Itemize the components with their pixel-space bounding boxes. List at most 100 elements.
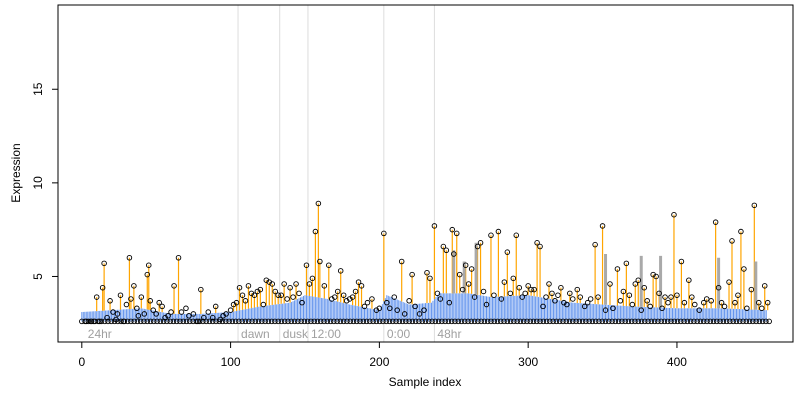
baseline-point [98,318,105,325]
baseline-point [281,318,288,325]
baseline-point [209,318,216,325]
baseline-point [455,318,461,325]
baseline-point [596,318,602,325]
data-point [90,318,97,325]
baseline-point [573,318,579,325]
baseline-point [85,318,92,325]
data-point [459,286,466,293]
baseline-point [527,318,533,325]
data-point [617,298,624,304]
highlight-bars [452,242,758,310]
data-point [674,292,680,298]
baseline-point [700,318,707,325]
data-point [513,232,520,239]
baseline-point [697,318,704,325]
baseline-point [494,318,501,325]
baseline-point [223,318,229,325]
data-point [696,307,703,313]
baseline-point [295,318,301,325]
data-point [744,305,750,312]
baseline-point [131,318,137,325]
data-point [178,309,185,315]
data-point [101,260,107,267]
baseline-point [710,318,717,325]
data-point [321,283,328,289]
data-point [602,307,609,313]
baseline-point [668,318,674,325]
data-point [653,273,659,280]
data-point [387,305,393,312]
data-point [671,211,677,218]
data-point [659,305,665,312]
baseline-point [285,318,291,325]
data-point [738,228,744,235]
x-tick-label: 0 [78,355,85,369]
data-point [474,243,481,250]
data-point [120,318,127,325]
data-point [233,299,240,306]
baseline-point [606,318,612,325]
baseline-point [635,318,642,325]
data-point [665,299,671,306]
data-point [217,316,223,323]
baseline-point [331,318,337,325]
data-point [632,281,639,287]
baseline-point [301,318,308,325]
corner-label: 24hr [88,327,112,341]
data-point [117,292,124,298]
data-point [269,281,276,287]
data-point [296,290,302,297]
data-point [449,226,456,233]
data-point [146,262,152,268]
data-point [537,243,543,250]
baseline-point [157,318,164,325]
data-point [198,286,204,293]
baseline-point [475,318,481,325]
baseline-point [625,318,632,325]
baseline-point [520,318,527,325]
baseline-point [435,318,442,325]
data-point [257,286,264,293]
data-point [364,299,371,306]
baseline-point [517,318,524,325]
baseline-point [406,318,412,325]
time-marker-label: 12:00 [311,327,341,341]
data-point [315,200,322,207]
baseline-point [265,318,272,325]
baseline-point [173,318,180,325]
data-point [183,305,189,312]
baseline-point [730,318,736,325]
baseline-point [756,318,763,325]
baseline-point [318,318,324,325]
baseline-point [422,318,429,325]
baseline-point [236,318,242,325]
data-point [104,314,110,321]
baseline-point [154,318,160,325]
baseline-point [409,318,416,325]
baseline-point [733,318,740,325]
data-point [434,290,441,297]
baseline-point [183,318,190,325]
data-point [376,305,383,312]
baseline-point [661,318,668,325]
data-point [543,294,549,300]
data-point [549,290,555,297]
data-point [394,307,400,313]
baseline-point [367,318,373,325]
data-point [495,228,502,235]
baseline-point [553,318,560,325]
baseline-point [337,318,344,325]
data-point [123,301,130,308]
baseline-point [488,318,494,325]
baseline-point [511,318,517,325]
baseline-point [255,318,262,325]
data-point [726,279,732,285]
data-point [355,279,362,285]
baseline-point [481,318,488,325]
baseline-point [720,318,727,325]
baseline-point [628,318,635,325]
baseline-point [524,318,530,325]
baseline-point [740,318,746,325]
data-point [275,292,281,298]
